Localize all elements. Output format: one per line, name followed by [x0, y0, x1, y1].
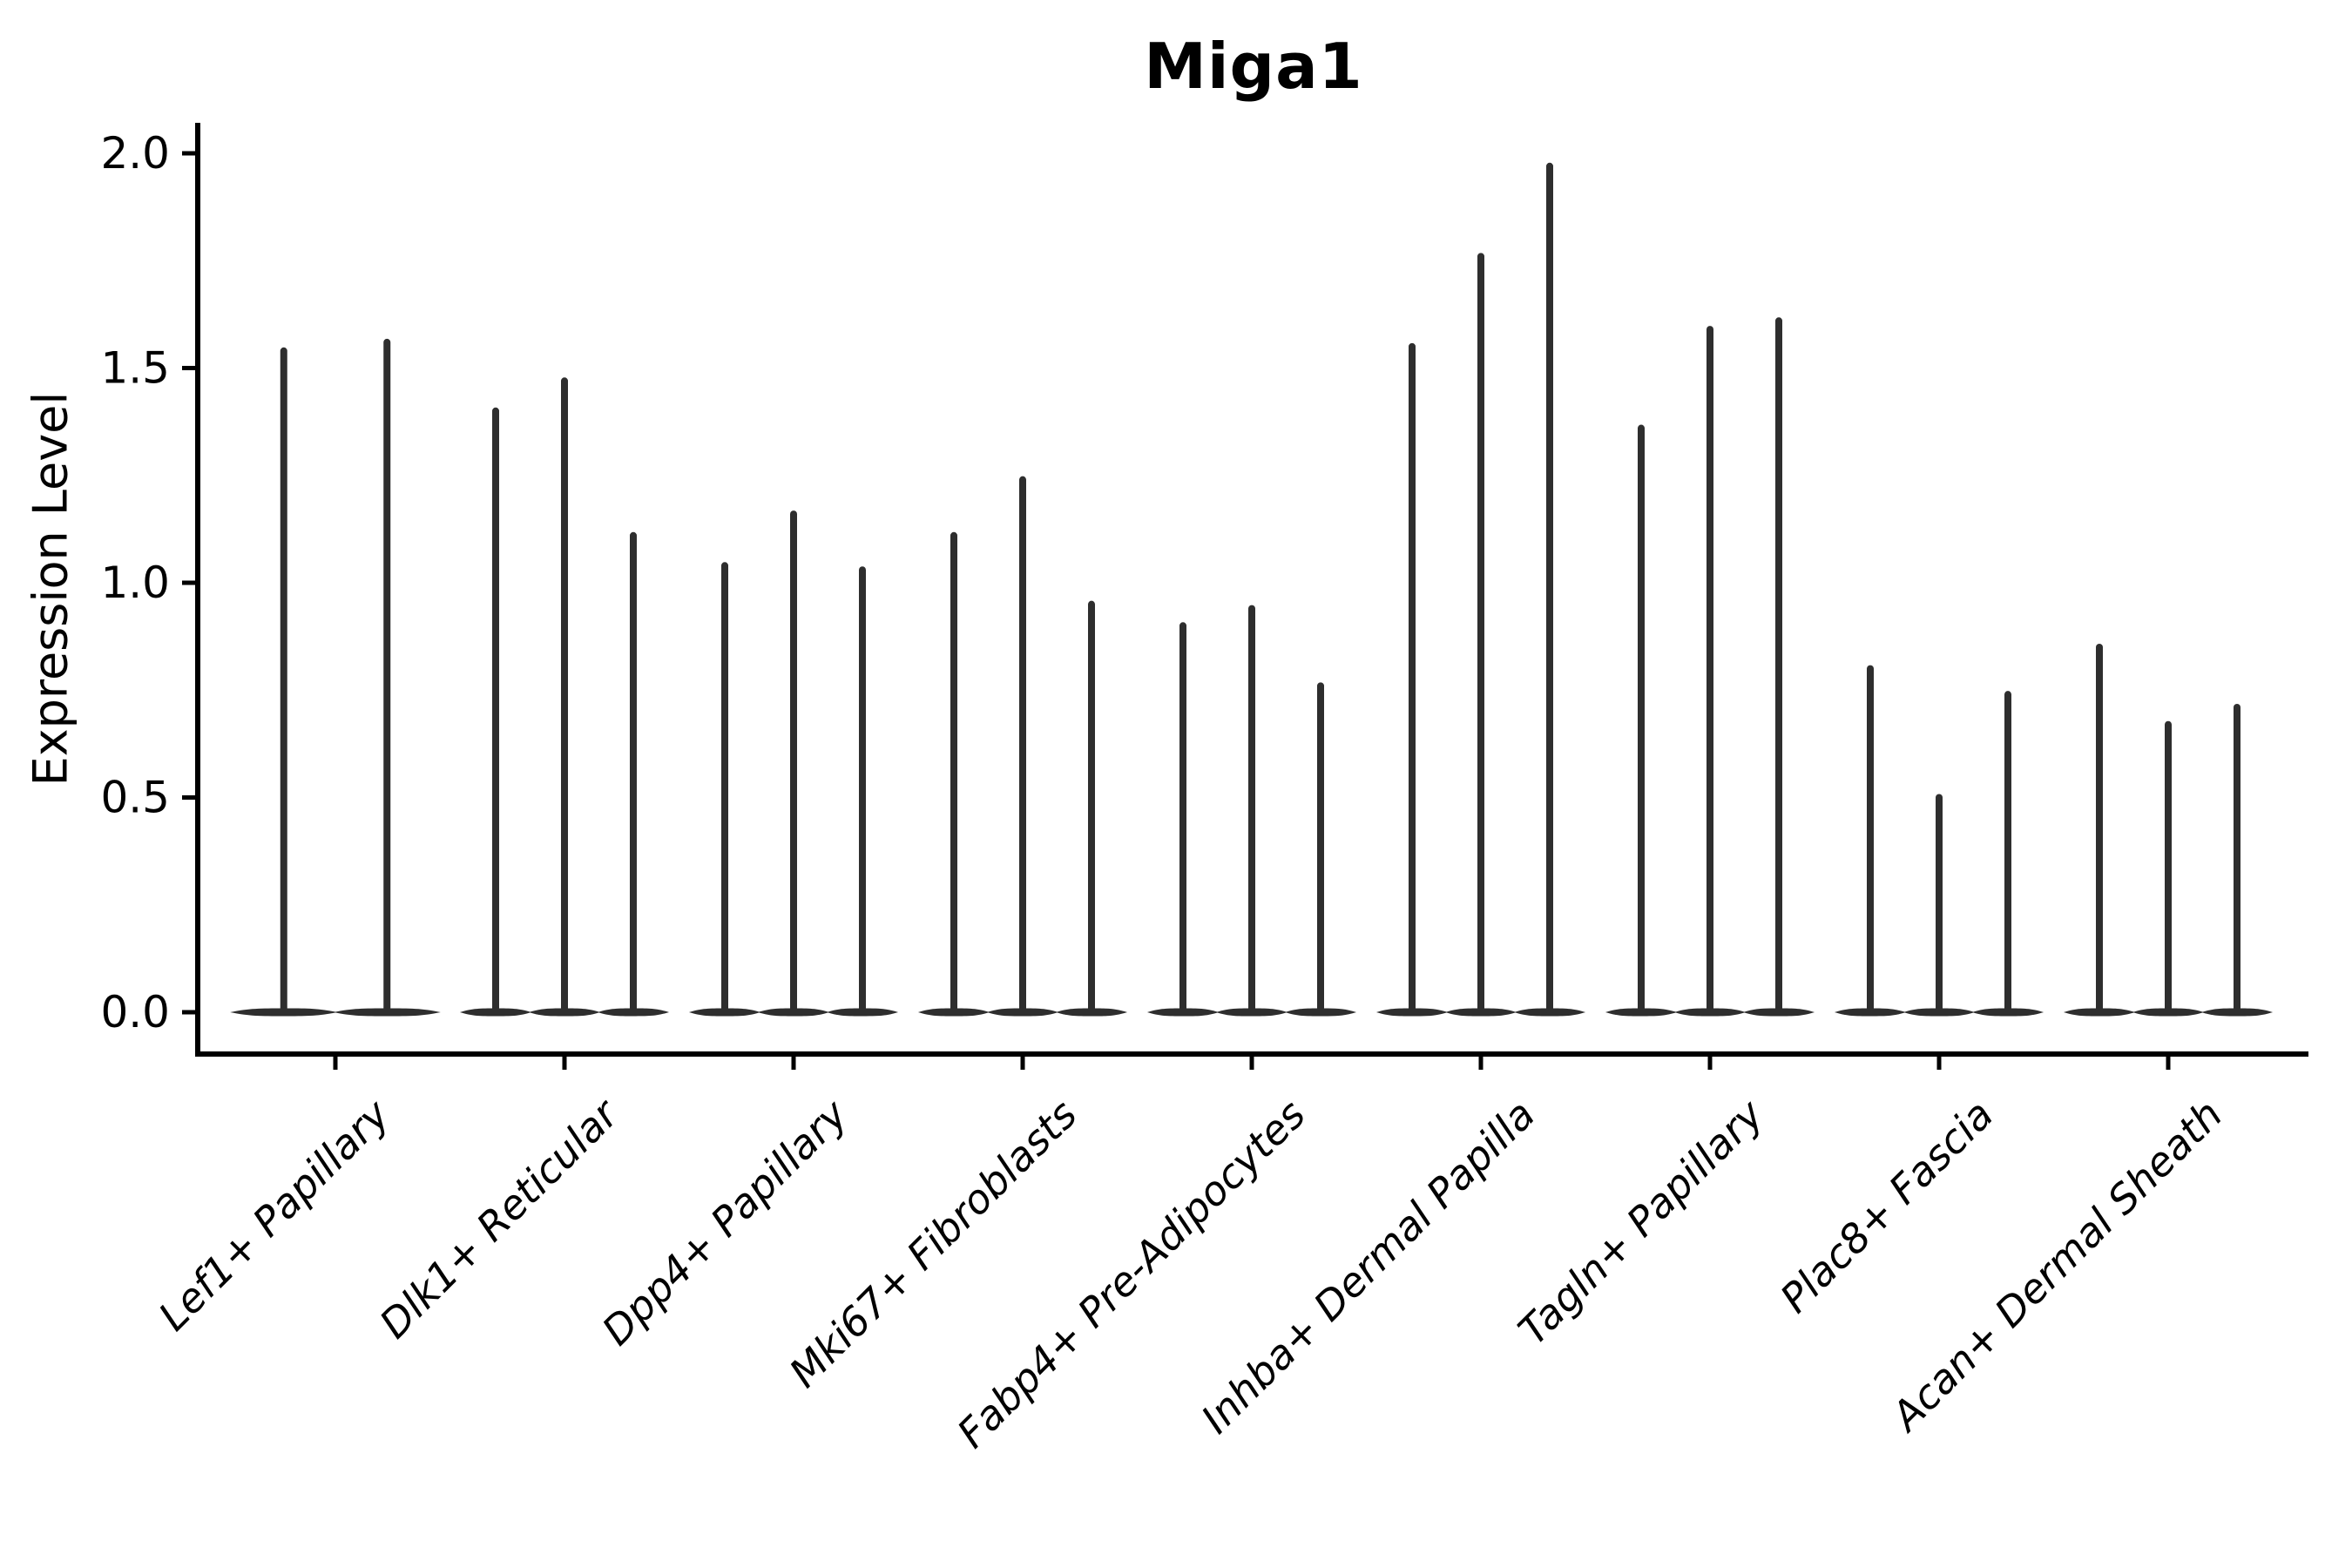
y-tick-label: 1.5 — [100, 343, 170, 394]
y-tick-label: 2.0 — [100, 128, 170, 179]
y-tick-label: 0.0 — [100, 987, 170, 1037]
y-tick-label: 0.5 — [100, 773, 170, 823]
chart-title: Miga1 — [1144, 30, 1363, 103]
y-tick-label: 1.0 — [100, 558, 170, 608]
